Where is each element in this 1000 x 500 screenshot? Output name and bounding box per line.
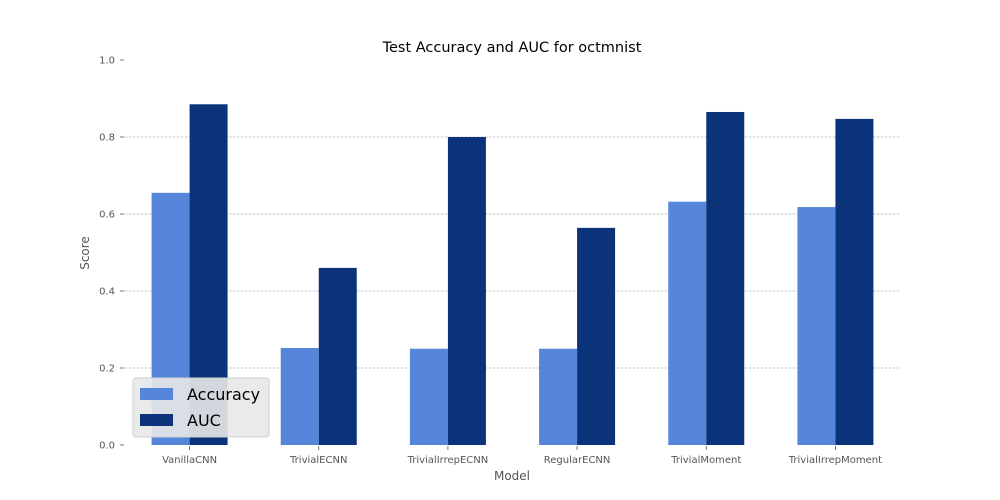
- legend-swatch-accuracy: [140, 388, 173, 400]
- legend-label-auc: AUC: [187, 411, 221, 430]
- bar-auc-trivialirrepmoment: [835, 118, 874, 445]
- bar-auc-trivialirrepecnn: [447, 137, 486, 445]
- x-tick-label: TrivialECNN: [289, 455, 347, 466]
- x-tick-label: TrivialIrrepMoment: [788, 455, 882, 466]
- bar-accuracy-trivialirrepmoment: [797, 207, 836, 445]
- bar-accuracy-trivialirrepecnn: [409, 348, 448, 445]
- bar-auc-regularecnn: [577, 227, 616, 445]
- x-axis: VanillaCNN TrivialECNN TrivialIrrepECNN Reg…: [162, 446, 882, 466]
- y-tick-label: 0.4: [99, 287, 115, 298]
- legend-label-accuracy: Accuracy: [187, 385, 260, 404]
- y-axis-label: Score: [78, 236, 92, 270]
- bar-accuracy-trivialmoment: [668, 201, 707, 445]
- bar-auc-trivialecnn: [318, 267, 357, 445]
- x-tick-label: VanillaCNN: [162, 455, 217, 466]
- bar-accuracy-trivialecnn: [280, 347, 319, 445]
- grid-lines: [125, 136, 900, 369]
- y-tick-label: 0.2: [99, 364, 115, 375]
- x-axis-label: Model: [494, 469, 530, 483]
- bar-accuracy-regularecnn: [539, 348, 578, 445]
- y-tick-label: 0.6: [99, 210, 115, 221]
- y-tick-label: 0.8: [99, 133, 115, 144]
- chart-title: Test Accuracy and AUC for octmnist: [382, 40, 642, 56]
- bar-auc-trivialmoment: [706, 111, 745, 445]
- x-tick-label: RegularECNN: [544, 455, 611, 466]
- legend: Accuracy AUC: [132, 377, 270, 438]
- x-tick-label: TrivialMoment: [670, 455, 741, 466]
- y-tick-label: 0.0: [99, 441, 115, 452]
- y-tick-label: 1.0: [99, 56, 115, 67]
- x-tick-label: TrivialIrrepECNN: [407, 455, 489, 466]
- y-axis: 0.0 0.2 0.4 0.6 0.8 1.0: [99, 56, 124, 452]
- legend-swatch-auc: [140, 414, 173, 426]
